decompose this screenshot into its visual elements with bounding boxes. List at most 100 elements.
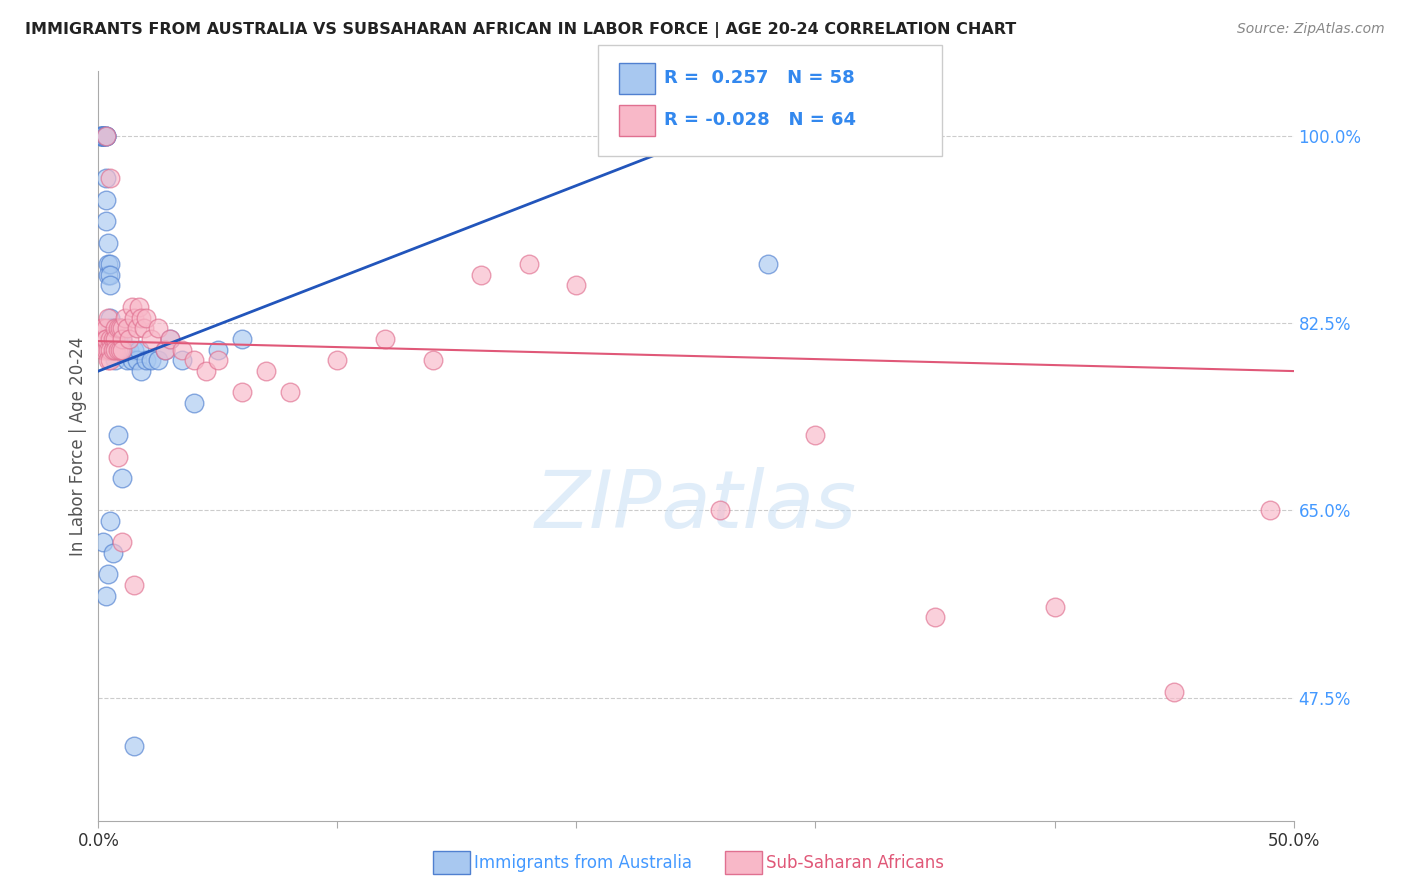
Point [108, 321, 131, 335]
Point [107, 343, 129, 357]
Point [155, 343, 177, 357]
Point [97, 235, 120, 250]
Point [115, 353, 138, 368]
Point [111, 332, 134, 346]
Point [94, 128, 117, 143]
Point [115, 321, 138, 335]
Point [90, 321, 112, 335]
Point [101, 546, 124, 560]
Point [125, 321, 148, 335]
Point [172, 353, 194, 368]
Point [104, 343, 127, 357]
Point [97, 257, 120, 271]
Point [94, 332, 117, 346]
Point [98, 321, 122, 335]
Point [422, 353, 444, 368]
Point [1163, 685, 1185, 699]
Point [709, 503, 731, 517]
Point [231, 385, 253, 400]
Point [90, 128, 112, 143]
Point [108, 343, 131, 357]
Y-axis label: In Labor Force | Age 20-24: In Labor Force | Age 20-24 [69, 336, 87, 556]
Point [104, 332, 127, 346]
Point [97, 310, 120, 325]
Point [924, 610, 946, 624]
Point [124, 578, 146, 592]
Point [91, 128, 114, 143]
Point [107, 450, 129, 464]
Point [104, 321, 127, 335]
Point [135, 310, 157, 325]
Point [91, 128, 114, 143]
Point [98, 332, 122, 346]
Point [114, 343, 136, 357]
Point [98, 310, 122, 325]
Point [278, 385, 301, 400]
Point [207, 353, 229, 368]
Point [128, 300, 150, 314]
Point [101, 343, 124, 357]
Point [98, 268, 122, 282]
Point [104, 321, 127, 335]
Point [98, 514, 122, 528]
Point [804, 428, 827, 442]
Point [124, 739, 146, 753]
Point [101, 343, 124, 357]
Point [91, 343, 114, 357]
Point [91, 535, 114, 549]
Point [111, 321, 134, 335]
Point [132, 321, 155, 335]
Text: R =  0.257   N = 58: R = 0.257 N = 58 [664, 69, 855, 87]
Point [91, 128, 114, 143]
Point [1043, 599, 1066, 614]
Point [148, 321, 170, 335]
Point [94, 193, 117, 207]
Point [124, 310, 146, 325]
Text: ZIPatlas: ZIPatlas [534, 467, 858, 545]
Text: Sub-Saharan Africans: Sub-Saharan Africans [766, 854, 945, 871]
Point [97, 353, 120, 368]
Point [118, 343, 141, 357]
Point [90, 128, 112, 143]
Point [94, 321, 117, 335]
Text: IMMIGRANTS FROM AUSTRALIA VS SUBSAHARAN AFRICAN IN LABOR FORCE | AGE 20-24 CORRE: IMMIGRANTS FROM AUSTRALIA VS SUBSAHARAN … [25, 22, 1017, 38]
Point [131, 364, 153, 378]
Point [94, 128, 117, 143]
Point [470, 268, 492, 282]
Point [94, 214, 117, 228]
Text: R = -0.028   N = 64: R = -0.028 N = 64 [664, 111, 856, 128]
Point [195, 364, 218, 378]
Point [97, 268, 120, 282]
Point [183, 396, 205, 410]
Point [159, 332, 181, 346]
Point [121, 300, 143, 314]
Point [155, 343, 177, 357]
Point [97, 343, 120, 357]
Point [98, 343, 122, 357]
Point [148, 353, 170, 368]
Point [91, 128, 114, 143]
Point [108, 321, 131, 335]
Point [108, 343, 131, 357]
Point [517, 257, 540, 271]
Point [183, 353, 205, 368]
Point [104, 332, 127, 346]
Point [135, 353, 157, 368]
Point [94, 128, 117, 143]
Point [91, 332, 114, 346]
Point [114, 310, 136, 325]
Point [565, 278, 588, 293]
Point [172, 343, 194, 357]
Point [254, 364, 277, 378]
Point [98, 257, 122, 271]
Point [159, 332, 181, 346]
Point [139, 353, 162, 368]
Point [98, 332, 122, 346]
Point [90, 128, 112, 143]
Point [128, 343, 150, 357]
Point [107, 332, 129, 346]
Point [107, 343, 129, 357]
Point [121, 353, 143, 368]
Point [101, 332, 124, 346]
Point [94, 343, 117, 357]
